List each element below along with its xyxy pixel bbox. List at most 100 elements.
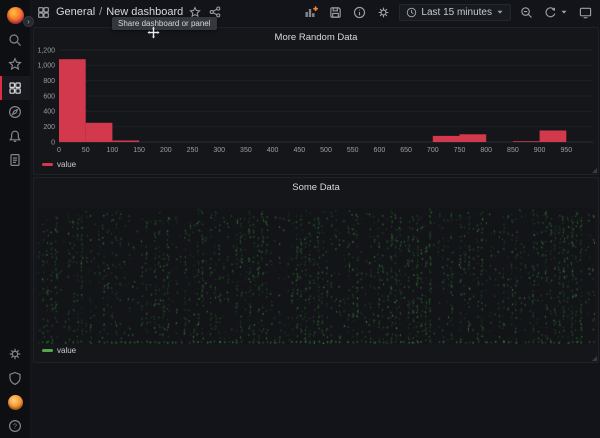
panel-title[interactable]: More Random Data: [274, 31, 358, 43]
grafana-logo-icon: [6, 6, 24, 24]
histogram-bar[interactable]: [432, 135, 460, 142]
sidebar: ?: [0, 0, 31, 438]
x-tick-label: 450: [293, 147, 305, 154]
main-area: General / New dashboard: [31, 0, 600, 438]
y-tick-label: 0: [51, 139, 55, 146]
x-tick-label: 800: [480, 147, 492, 154]
move-cursor-icon: [147, 26, 160, 39]
refresh-dashboard-button[interactable]: [542, 5, 570, 20]
add-panel-button[interactable]: [302, 4, 320, 20]
x-tick-label: 500: [320, 147, 332, 154]
panel-resize-handle[interactable]: [592, 356, 597, 361]
histogram-bar[interactable]: [85, 122, 113, 142]
x-tick-label: 700: [427, 147, 439, 154]
star-icon: [8, 57, 22, 71]
x-tick-label: 950: [560, 147, 572, 154]
dashboard-canvas: More Random Data 0 200 400 600 800 1,000 1,200…: [31, 24, 600, 438]
panel-some-data: Some Data value: [33, 177, 599, 363]
cycle-view-mode-button[interactable]: [577, 5, 594, 20]
zoom-out-time-button[interactable]: [518, 5, 535, 20]
save-dashboard-button[interactable]: [327, 5, 344, 20]
caret-down-icon: [497, 10, 503, 14]
favorite-dashboard-button[interactable]: [187, 5, 203, 19]
add-panel-icon: [305, 6, 319, 17]
x-tick-label: 350: [240, 147, 252, 154]
legend-series-label[interactable]: value: [57, 160, 77, 169]
bell-icon: [9, 130, 21, 142]
tooltip: Share dashboard or panel: [112, 17, 217, 30]
sidebar-item-starred[interactable]: [0, 52, 30, 76]
sidebar-item-document[interactable]: [0, 148, 30, 172]
histogram-bar[interactable]: [112, 140, 140, 143]
x-tick-label: 600: [374, 147, 386, 154]
panel2-legend-swatch[interactable]: [42, 349, 53, 352]
grafana-logo-button[interactable]: [0, 2, 30, 28]
dashboards-grid-icon: [9, 82, 21, 94]
sidebar-item-explore[interactable]: [0, 100, 30, 124]
x-tick-label: 900: [534, 147, 546, 154]
sidebar-item-help[interactable]: ?: [0, 414, 30, 438]
x-tick-label: 650: [400, 147, 412, 154]
sidebar-item-search[interactable]: [0, 28, 30, 52]
breadcrumb-dashboard-name[interactable]: New dashboard: [106, 6, 184, 18]
panel-resize-handle[interactable]: [592, 168, 597, 173]
histogram-bar[interactable]: [539, 130, 567, 143]
x-tick-label: 300: [213, 147, 225, 154]
share-dashboard-button[interactable]: [207, 5, 223, 19]
breadcrumb-text[interactable]: General / New dashboard: [56, 6, 183, 18]
x-tick-label: 100: [107, 147, 119, 154]
x-tick-label: 0: [57, 147, 61, 154]
document-icon: [10, 154, 20, 167]
search-icon: [9, 34, 22, 47]
monitor-icon: [579, 7, 592, 18]
histogram-plot-area[interactable]: 0 200 400 600 800 1,000 1,200 0 50 100 150 200 250 30…: [35, 46, 597, 158]
breadcrumb-folder[interactable]: General: [56, 6, 96, 18]
panel-header[interactable]: Some Data: [34, 178, 598, 196]
sidebar-expand-button[interactable]: ›: [23, 16, 34, 27]
x-tick-label: 50: [82, 147, 90, 154]
caret-down-icon: [561, 10, 567, 14]
panel-more-random-data: More Random Data 0 200 400 600 800 1,000 1,200…: [33, 27, 599, 175]
sidebar-item-alerting[interactable]: [0, 124, 30, 148]
sidebar-item-profile[interactable]: [0, 390, 30, 414]
dashboard-settings-button[interactable]: [375, 5, 392, 20]
y-tick-label: 600: [43, 93, 55, 100]
clock-icon: [407, 7, 417, 17]
y-tick-label: 400: [43, 109, 55, 116]
breadcrumb-separator: /: [99, 6, 103, 18]
tooltip-text: Share dashboard or panel: [118, 19, 211, 28]
sidebar-spacer: [0, 172, 30, 342]
scatter-plot-area[interactable]: [37, 208, 595, 344]
panel1-legend-swatch[interactable]: [42, 163, 53, 166]
legend-series-label[interactable]: value: [57, 346, 77, 355]
save-floppy-icon: [330, 6, 342, 18]
navbar-actions: Last 15 minutes: [302, 3, 594, 21]
apps-grid-icon: [35, 5, 52, 20]
histogram-bar[interactable]: [59, 59, 86, 143]
svg-text:?: ?: [13, 423, 17, 430]
x-tick-label: 750: [454, 147, 466, 154]
time-range-picker[interactable]: Last 15 minutes: [399, 3, 511, 21]
x-tick-label: 150: [133, 147, 145, 154]
gear-icon: [378, 6, 389, 18]
histogram-bar[interactable]: [459, 134, 487, 142]
x-tick-label: 250: [187, 147, 199, 154]
compass-icon: [8, 105, 22, 119]
gear-icon: [9, 348, 21, 360]
legend: value: [42, 160, 598, 169]
y-tick-label: 1,200: [37, 47, 55, 54]
shield-icon: [9, 371, 21, 385]
x-tick-label: 400: [267, 147, 279, 154]
panel-title[interactable]: Some Data: [292, 181, 340, 193]
zoom-out-icon: [521, 6, 532, 18]
sidebar-item-configuration[interactable]: [0, 342, 30, 366]
y-tick-label: 200: [43, 124, 55, 131]
panel-header[interactable]: More Random Data: [34, 28, 598, 46]
x-tick-label: 850: [507, 147, 519, 154]
dashboard-info-button[interactable]: [351, 5, 368, 20]
sidebar-item-dashboards[interactable]: [0, 76, 30, 100]
histogram-bar[interactable]: [512, 141, 540, 142]
sidebar-item-server-admin[interactable]: [0, 366, 30, 390]
user-avatar: [7, 394, 23, 410]
